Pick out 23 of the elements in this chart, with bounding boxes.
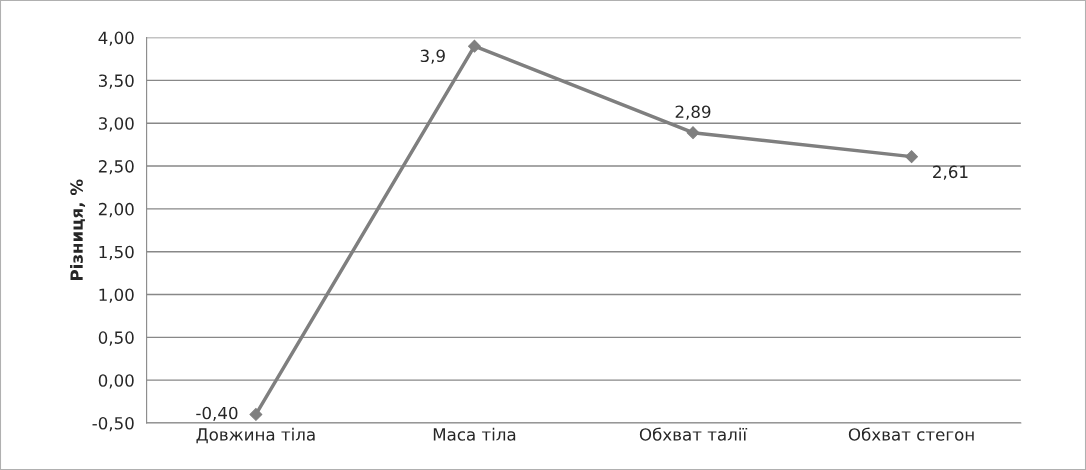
x-tick-label: Довжина тіла bbox=[196, 427, 315, 444]
y-tick-label: 3,50 bbox=[98, 74, 134, 89]
x-tick-label: Обхват стегон bbox=[848, 427, 974, 441]
point bbox=[905, 150, 918, 164]
data-label: 3,9 bbox=[420, 49, 445, 64]
point bbox=[468, 39, 481, 53]
y-tick-label: 4,00 bbox=[98, 31, 134, 46]
x-tick-label: Обхват талії bbox=[639, 427, 748, 441]
y-tick-label: 1,00 bbox=[99, 288, 134, 303]
data-label: 2,61 bbox=[933, 165, 968, 180]
point bbox=[249, 408, 263, 421]
y-tick-label: -0,50 bbox=[92, 416, 134, 432]
y-axis-title: Різниця, % bbox=[70, 179, 86, 281]
y-tick-label: 1,50 bbox=[99, 245, 134, 260]
y-tick-label: 0,00 bbox=[98, 374, 134, 389]
y-tick-label: 2,50 bbox=[98, 160, 134, 175]
y-tick-label: 3,00 bbox=[98, 117, 134, 132]
data-label: 2,89 bbox=[675, 105, 711, 120]
point bbox=[686, 126, 700, 140]
y-tick-label: 0,50 bbox=[98, 331, 134, 346]
y-tick-label: 2,00 bbox=[98, 202, 134, 218]
data-label: -0,40 bbox=[196, 406, 238, 421]
x-tick-label: Маса тіла bbox=[433, 427, 516, 441]
